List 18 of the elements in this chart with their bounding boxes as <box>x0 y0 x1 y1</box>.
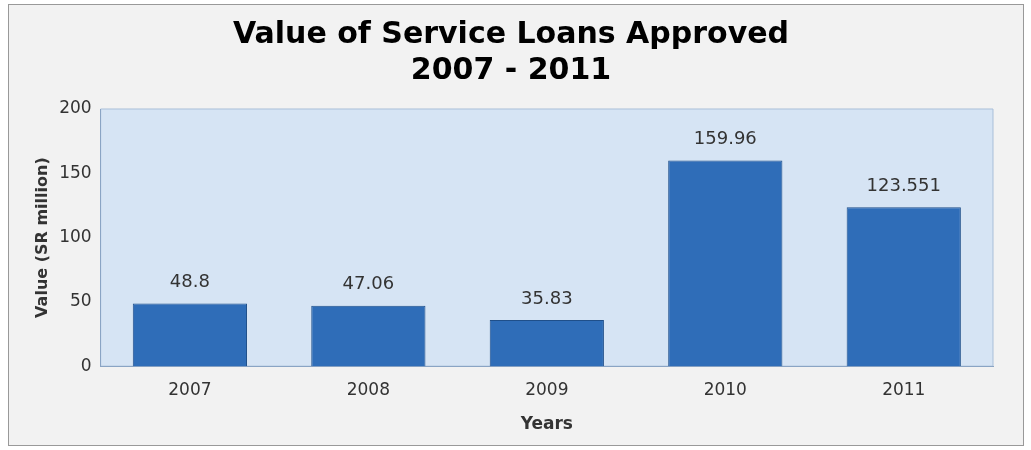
x-tick-label: 2009 <box>525 378 569 399</box>
data-label: 35.83 <box>521 286 573 308</box>
chart-title: Value of Service Loans Approved 2007 - 2011 <box>232 14 790 86</box>
x-tick-label: 2007 <box>168 378 212 399</box>
y-tick-label: 0 <box>80 354 92 375</box>
y-tick-label: 50 <box>70 290 92 311</box>
x-axis-title: Years <box>519 413 573 434</box>
data-label: 47.06 <box>342 272 395 294</box>
x-tick-label: 2008 <box>346 378 390 399</box>
y-tick-label: 150 <box>59 161 92 182</box>
data-label: 48.8 <box>169 270 210 292</box>
x-tick-label: 2011 <box>882 378 926 399</box>
data-label: 123.551 <box>866 173 941 195</box>
y-tick-label: 200 <box>59 97 92 118</box>
y-axis-title: Value (SR million) <box>31 157 51 318</box>
data-label: 159.96 <box>693 127 757 149</box>
y-tick-label: 100 <box>59 226 92 247</box>
x-tick-label: 2010 <box>703 378 747 399</box>
